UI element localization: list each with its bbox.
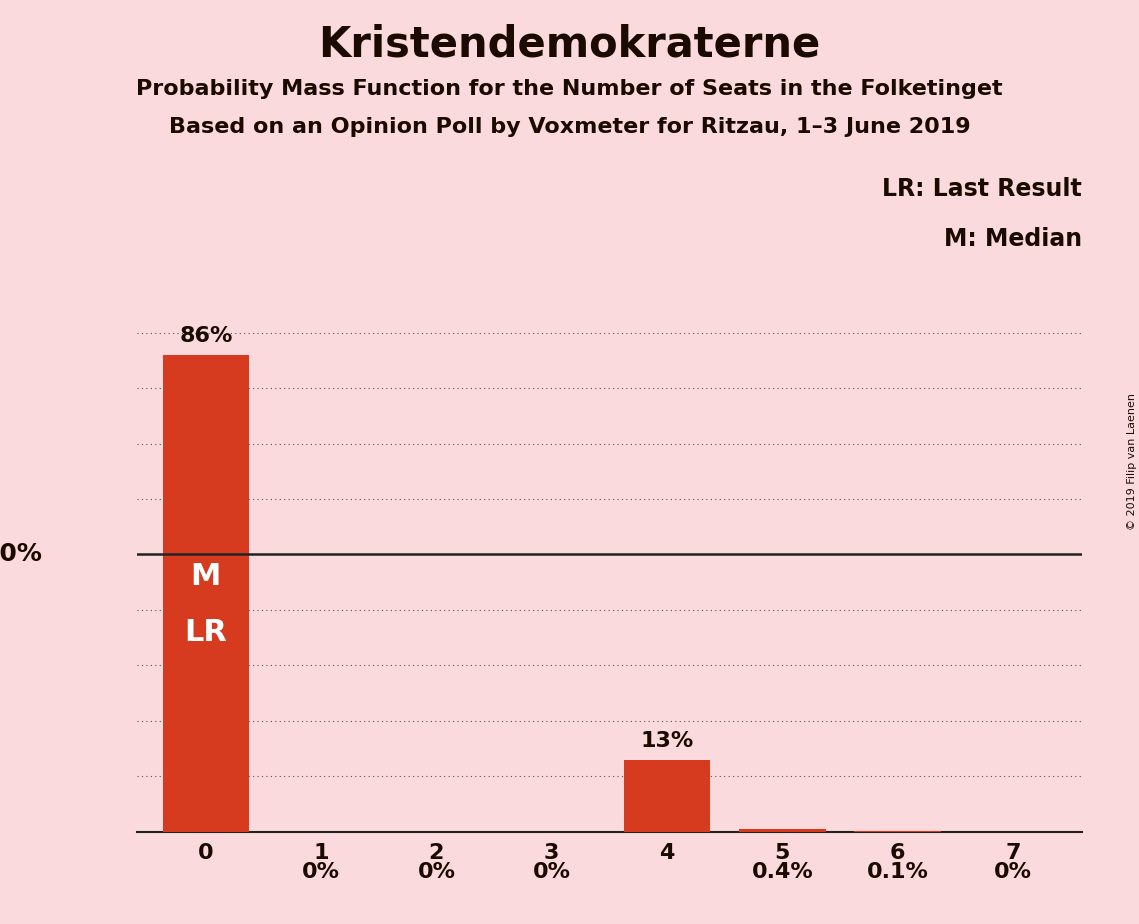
- Text: M: M: [190, 562, 221, 591]
- Bar: [739, 830, 826, 832]
- Text: 0.4%: 0.4%: [752, 862, 813, 882]
- Text: 0%: 0%: [994, 862, 1032, 882]
- Text: Based on an Opinion Poll by Voxmeter for Ritzau, 1–3 June 2019: Based on an Opinion Poll by Voxmeter for…: [169, 117, 970, 138]
- Text: M: Median: M: Median: [944, 227, 1082, 251]
- Text: Probability Mass Function for the Number of Seats in the Folketinget: Probability Mass Function for the Number…: [137, 79, 1002, 99]
- Text: 0.1%: 0.1%: [867, 862, 928, 882]
- Text: LR: LR: [185, 617, 228, 647]
- Text: 0%: 0%: [417, 862, 456, 882]
- Bar: [624, 760, 711, 832]
- Bar: [163, 355, 249, 832]
- Text: 86%: 86%: [179, 326, 232, 346]
- Text: © 2019 Filip van Laenen: © 2019 Filip van Laenen: [1126, 394, 1137, 530]
- Text: 13%: 13%: [640, 731, 694, 751]
- Text: Kristendemokraterne: Kristendemokraterne: [319, 23, 820, 65]
- Text: 50%: 50%: [0, 542, 42, 566]
- Text: LR: Last Result: LR: Last Result: [883, 177, 1082, 201]
- Text: 0%: 0%: [302, 862, 341, 882]
- Text: 0%: 0%: [533, 862, 571, 882]
